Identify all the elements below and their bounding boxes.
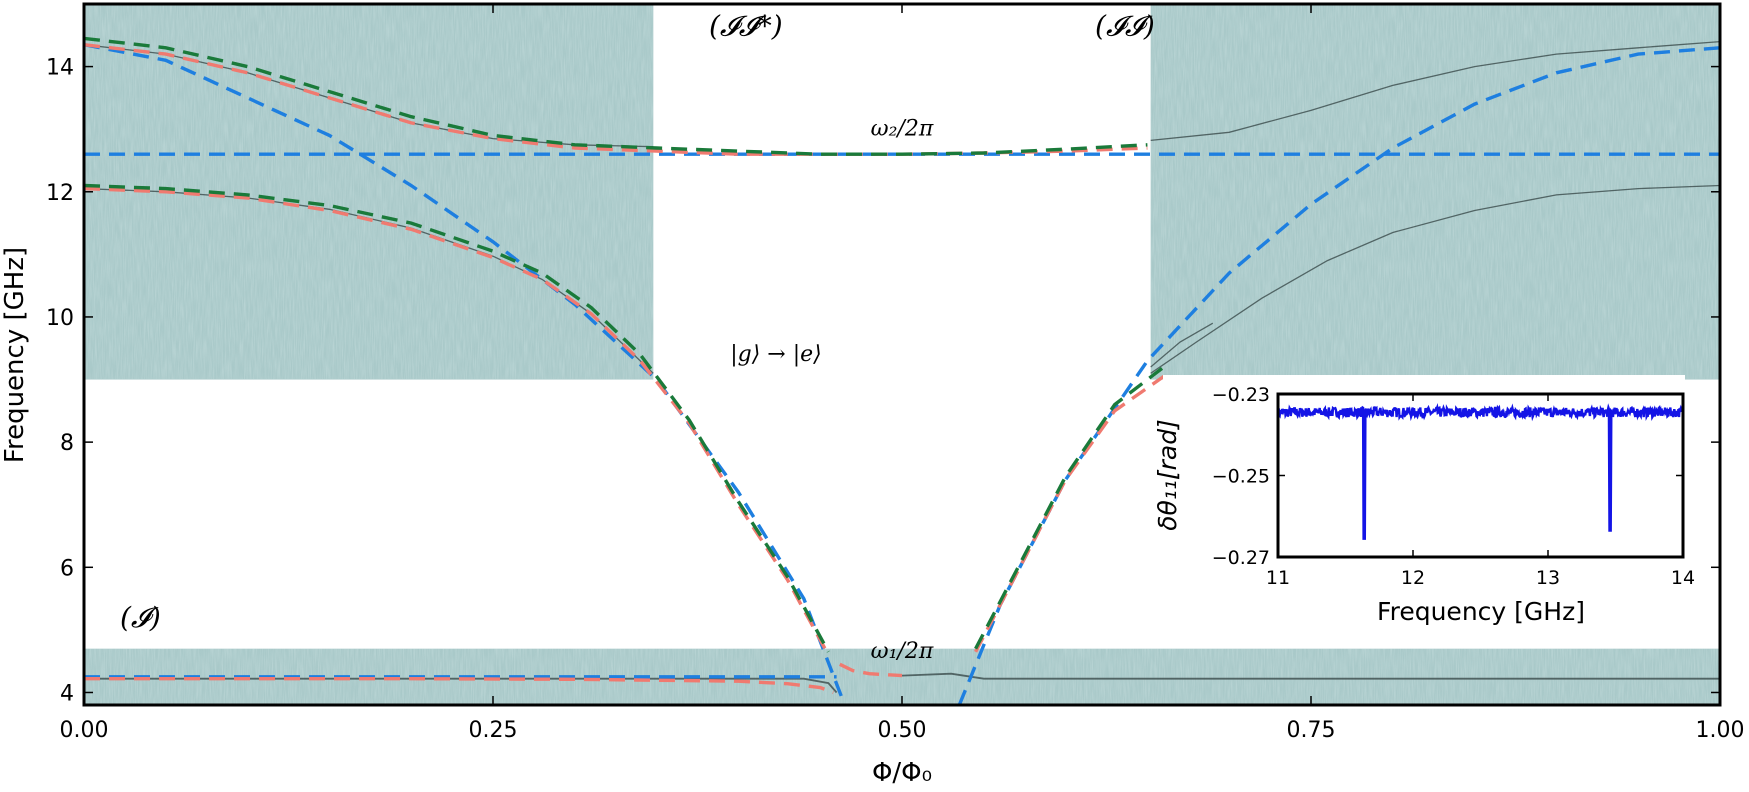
inset-x-axis: 11 12 13 14 [1266, 394, 1695, 589]
x-axis: 0.00 0.25 0.50 0.75 1.00 [60, 4, 1745, 743]
x-tick-label: 0.75 [1287, 718, 1336, 743]
annotation-label: (𝓘𝓘*) [709, 9, 783, 42]
measurement-noise [84, 648, 1720, 705]
annotation-label: ω₂/2π [871, 116, 934, 141]
x-tick-label: 0.50 [878, 718, 927, 743]
measurement-noise [84, 4, 654, 380]
series-line-blue [84, 43, 847, 705]
x-tick-label: 0.25 [469, 718, 518, 743]
series-line-green [84, 36, 1148, 156]
inset-series-line [1276, 402, 1685, 540]
x-tick-label: 0.00 [60, 718, 109, 743]
inset-y-axis-title: δθ₁₁[rad] [1153, 419, 1182, 531]
measured-trace [901, 672, 1720, 680]
inset-y-axis: −0.23 −0.25 −0.27 [1212, 384, 1683, 569]
series-line-blue [957, 46, 1720, 705]
inset-y-tick-label: −0.27 [1212, 547, 1270, 569]
inset-x-tick-label: 13 [1536, 567, 1560, 589]
measurement-regions [84, 4, 1720, 705]
y-tick-label: 4 [60, 681, 74, 706]
measurement-noise [1150, 4, 1720, 380]
annotations: (𝓘𝓘*) (𝓘𝓘) (𝓘) ω₂/2π ω₁/2π |g⟩ → |e⟩ [120, 9, 1155, 664]
y-tick-label: 12 [46, 181, 74, 206]
y-tick-label: 6 [60, 556, 74, 581]
series-line-salmon [84, 43, 1148, 156]
inset-y-tick-label: −0.23 [1212, 384, 1270, 406]
measured-trace [1150, 322, 1214, 368]
inset-x-tick-label: 12 [1401, 567, 1425, 589]
y-tick-label: 10 [46, 306, 74, 331]
series-line-green [84, 183, 830, 653]
annotation-label: ω₁/2π [871, 639, 934, 664]
annotation-label: (𝓘𝓘) [1095, 9, 1155, 42]
y-axis: 4 6 8 10 12 14 [46, 56, 1720, 706]
inset-x-tick-label: 14 [1671, 567, 1695, 589]
y-tick-label: 8 [60, 431, 74, 456]
y-tick-label: 14 [46, 56, 74, 81]
measured-trace [1150, 40, 1720, 142]
x-axis-title: Φ/Φ₀ [872, 758, 932, 788]
series-line-salmon [84, 677, 834, 695]
series-line-salmon [974, 375, 1165, 653]
series-line-salmon [84, 186, 830, 656]
annotation-label: |g⟩ → |e⟩ [730, 342, 822, 367]
inset-x-axis-title: Frequency [GHz] [1377, 597, 1585, 626]
inset-x-tick-label: 11 [1266, 567, 1290, 589]
series-line-salmon [839, 662, 903, 678]
y-axis-title: Frequency [GHz] [0, 247, 30, 463]
x-tick-label: 1.00 [1696, 718, 1745, 743]
annotation-label: (𝓘) [120, 601, 161, 634]
inset-chart: 11 12 13 14 −0.23 −0.25 −0.27 Frequency [GHz]… [1153, 375, 1695, 626]
series-line-green [974, 365, 1165, 650]
inset-y-tick-label: −0.25 [1212, 466, 1270, 488]
inset-series [1276, 402, 1685, 540]
theory-series [84, 36, 1720, 705]
measured-trace [1150, 184, 1720, 374]
